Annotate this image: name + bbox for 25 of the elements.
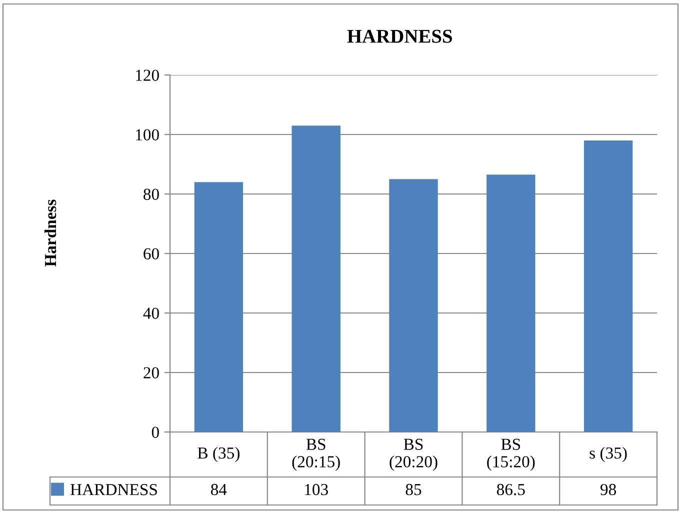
data-label: 85 bbox=[406, 484, 422, 496]
data-label: 98 bbox=[600, 484, 616, 496]
x-tick-label: B (35) bbox=[198, 446, 240, 462]
y-tick-label: 120 bbox=[136, 70, 159, 81]
x-tick-label: BS (20:15) bbox=[292, 438, 340, 471]
y-tick-label: 80 bbox=[144, 188, 159, 200]
data-label: 103 bbox=[305, 484, 328, 496]
data-label: 86.5 bbox=[496, 484, 525, 496]
x-tick-label: BS (15:20) bbox=[487, 438, 535, 471]
bar bbox=[486, 174, 536, 432]
bar bbox=[194, 182, 244, 432]
chart-title: HARDNESS bbox=[347, 30, 452, 43]
x-tick-label: s (35) bbox=[590, 446, 627, 462]
y-axis-title: Hardness bbox=[44, 200, 56, 267]
x-tick-label: BS (20:20) bbox=[390, 438, 438, 471]
legend-label: HARDNESS bbox=[70, 484, 157, 496]
y-tick-label: 40 bbox=[143, 308, 159, 319]
y-tick-label: 100 bbox=[136, 129, 159, 140]
bar bbox=[389, 179, 438, 432]
bar bbox=[292, 126, 340, 432]
bar bbox=[584, 140, 633, 432]
y-tick-label: 60 bbox=[144, 248, 159, 260]
y-tick-label: 20 bbox=[144, 367, 159, 378]
data-label: 84 bbox=[211, 484, 227, 496]
y-tick-label: 0 bbox=[152, 426, 159, 438]
